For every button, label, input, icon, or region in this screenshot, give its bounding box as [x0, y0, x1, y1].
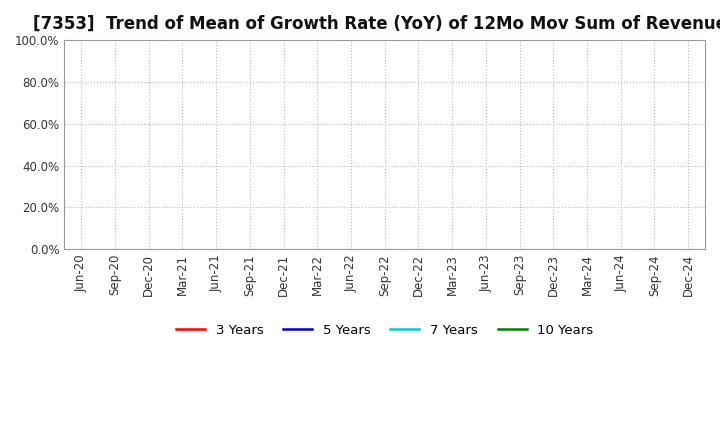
Title: [7353]  Trend of Mean of Growth Rate (YoY) of 12Mo Mov Sum of Revenues: [7353] Trend of Mean of Growth Rate (YoY… — [32, 15, 720, 33]
Legend: 3 Years, 5 Years, 7 Years, 10 Years: 3 Years, 5 Years, 7 Years, 10 Years — [171, 319, 598, 342]
